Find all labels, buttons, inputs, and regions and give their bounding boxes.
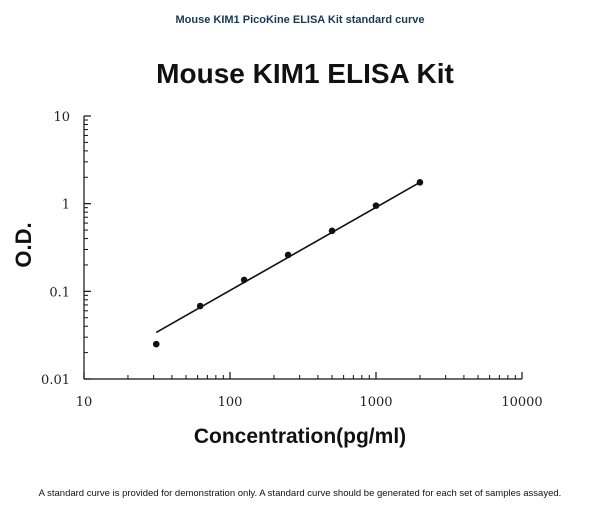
data-point [196,302,204,310]
y-axis-label: O.D. [11,222,36,268]
disclaimer-note: A standard curve is provided for demonst… [38,488,562,499]
x-tick-label: 10 [76,395,93,410]
y-tick-label: 0.01 [41,373,70,388]
y-tick-label: 10 [53,110,70,125]
chart-title: Mouse KIM1 ELISA Kit [156,58,454,89]
data-point [328,227,336,235]
data-point [240,276,248,284]
x-axis-label: Concentration(pg/ml) [193,425,407,448]
chart-caption: Mouse KIM1 PicoKine ELISA Kit standard c… [175,14,425,26]
y-tick-label: 0.1 [49,285,70,300]
data-point [372,202,380,209]
axes [83,116,522,380]
data-point [416,179,424,186]
y-tick-label: 1 [62,198,70,213]
data-point [152,340,160,348]
x-tick-label: 1000 [359,395,392,410]
data-points [152,179,424,348]
tick-labels: 10 1 0.1 0.01 10 100 1000 10000 [41,110,543,410]
axis-ticks [83,115,523,380]
x-tick-label: 100 [218,395,243,410]
data-point [284,251,292,259]
x-tick-label: 10000 [501,395,542,410]
